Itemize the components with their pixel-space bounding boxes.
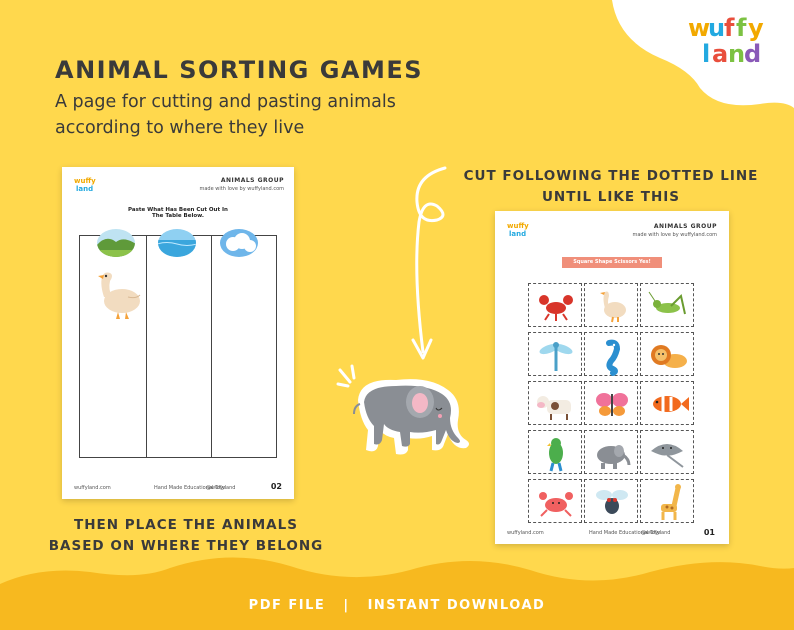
stingray-icon bbox=[651, 444, 684, 468]
page-title: ANIMAL SORTING GAMES bbox=[55, 56, 424, 84]
worksheet-tagline: made with love by wuffyland.com bbox=[199, 186, 285, 192]
grid-cell bbox=[528, 479, 582, 523]
worksheet-footer-mid: Hand Made Educational Toys bbox=[154, 485, 226, 491]
svg-text:u: u bbox=[708, 14, 725, 42]
left-worksheet: wuffy land ANIMALS GROUP made with love b… bbox=[62, 167, 294, 499]
grid-cell bbox=[640, 479, 694, 523]
worksheet-tagline: made with love by wuffyland.com bbox=[632, 232, 718, 238]
svg-text:wuffy: wuffy bbox=[74, 177, 96, 185]
worksheet-footer-mid: Hand Made Educational Toys bbox=[589, 530, 661, 536]
svg-text:d: d bbox=[744, 40, 761, 68]
svg-text:y: y bbox=[748, 14, 764, 42]
grid-cell bbox=[528, 283, 582, 327]
clownfish-icon bbox=[653, 396, 689, 412]
worksheet-footer-site: wuffyland.com bbox=[507, 530, 544, 536]
worksheet-logo: wuffy land bbox=[507, 221, 535, 239]
worksheet-page-number: 02 bbox=[270, 482, 282, 491]
grid-cell bbox=[584, 332, 638, 376]
giraffe-icon bbox=[661, 484, 681, 520]
elephant-sticker-icon bbox=[336, 364, 469, 455]
scissors-banner: Square Shape Scissors Yes! bbox=[562, 257, 662, 268]
worksheet-footer-site: wuffyland.com bbox=[74, 485, 111, 491]
worksheet-logo: wuffy land bbox=[74, 176, 102, 193]
cut-caption-line1: CUT FOLLOWING THE DOTTED LINE bbox=[463, 168, 759, 184]
grid-cell bbox=[528, 332, 582, 376]
page-subtitle-line2: according to where they live bbox=[55, 118, 305, 138]
logo-badge-icon: w u f f y l a n d bbox=[688, 14, 764, 68]
instruction-line2: The Table Below. bbox=[152, 213, 204, 219]
grid-cell bbox=[640, 283, 694, 327]
grid-cell bbox=[640, 332, 694, 376]
goose-icon bbox=[600, 291, 626, 323]
goose-icon bbox=[98, 272, 141, 319]
worksheet-page-number: 01 bbox=[703, 528, 715, 537]
svg-text:w: w bbox=[688, 14, 710, 42]
fly-icon bbox=[596, 490, 628, 514]
worksheet-instruction: Paste What Has Been Cut Out In The Table… bbox=[62, 207, 294, 219]
place-caption-line1: THEN PLACE THE ANIMALS bbox=[74, 517, 298, 533]
svg-text:f: f bbox=[736, 14, 747, 42]
footer-left-text: PDF FILE bbox=[248, 598, 326, 613]
butterfly-icon bbox=[596, 393, 628, 416]
grid-cell bbox=[584, 479, 638, 523]
cut-caption-line2: UNTIL LIKE THIS bbox=[541, 189, 681, 205]
svg-text:wuffy: wuffy bbox=[507, 222, 529, 230]
grid-cell bbox=[528, 430, 582, 474]
svg-text:l: l bbox=[702, 40, 710, 68]
crab-icon bbox=[539, 492, 573, 517]
elephant-icon bbox=[597, 445, 631, 469]
worksheet-footer-social: @wuffyland bbox=[641, 530, 671, 536]
footer-banner: PDF FILE | INSTANT DOWNLOAD bbox=[0, 598, 794, 613]
grasshopper-icon bbox=[648, 291, 686, 315]
grid-cell bbox=[528, 381, 582, 425]
worksheet-header: ANIMALS GROUP bbox=[653, 223, 717, 230]
svg-text:a: a bbox=[712, 40, 728, 68]
svg-text:f: f bbox=[724, 14, 735, 42]
place-caption-line2: BASED ON WHERE THEY BELONG bbox=[48, 538, 324, 554]
water-habitat-icon bbox=[158, 229, 196, 257]
sky-habitat-icon bbox=[220, 229, 258, 257]
grid-cell bbox=[640, 381, 694, 425]
lobster-icon bbox=[539, 295, 573, 321]
cow-icon bbox=[537, 396, 571, 420]
svg-text:n: n bbox=[728, 40, 745, 68]
grid-cell bbox=[584, 283, 638, 327]
cut-grid bbox=[528, 283, 696, 523]
svg-text:land: land bbox=[76, 185, 93, 192]
curly-arrow-icon bbox=[411, 166, 447, 360]
footer-right-text: INSTANT DOWNLOAD bbox=[367, 598, 546, 613]
footer-divider: | bbox=[343, 598, 350, 613]
instruction-line1: Paste What Has Been Cut Out In bbox=[128, 207, 228, 213]
worksheet-header: ANIMALS GROUP bbox=[220, 177, 284, 184]
dragonfly-icon bbox=[539, 342, 573, 371]
seahorse-icon bbox=[606, 339, 621, 376]
right-worksheet: wuffy land ANIMALS GROUP made with love b… bbox=[495, 211, 729, 544]
grid-cell bbox=[640, 430, 694, 474]
page-subtitle-line1: A page for cutting and pasting animals bbox=[55, 92, 396, 112]
land-habitat-icon bbox=[97, 229, 135, 257]
grid-cell bbox=[584, 430, 638, 474]
lion-icon bbox=[651, 345, 687, 368]
grid-cell bbox=[584, 381, 638, 425]
worksheet-footer-social: @wuffyland bbox=[206, 485, 236, 491]
parrot-icon bbox=[547, 438, 563, 472]
svg-text:land: land bbox=[509, 230, 526, 238]
brand-logo: w u f f y l a n d bbox=[686, 8, 776, 68]
